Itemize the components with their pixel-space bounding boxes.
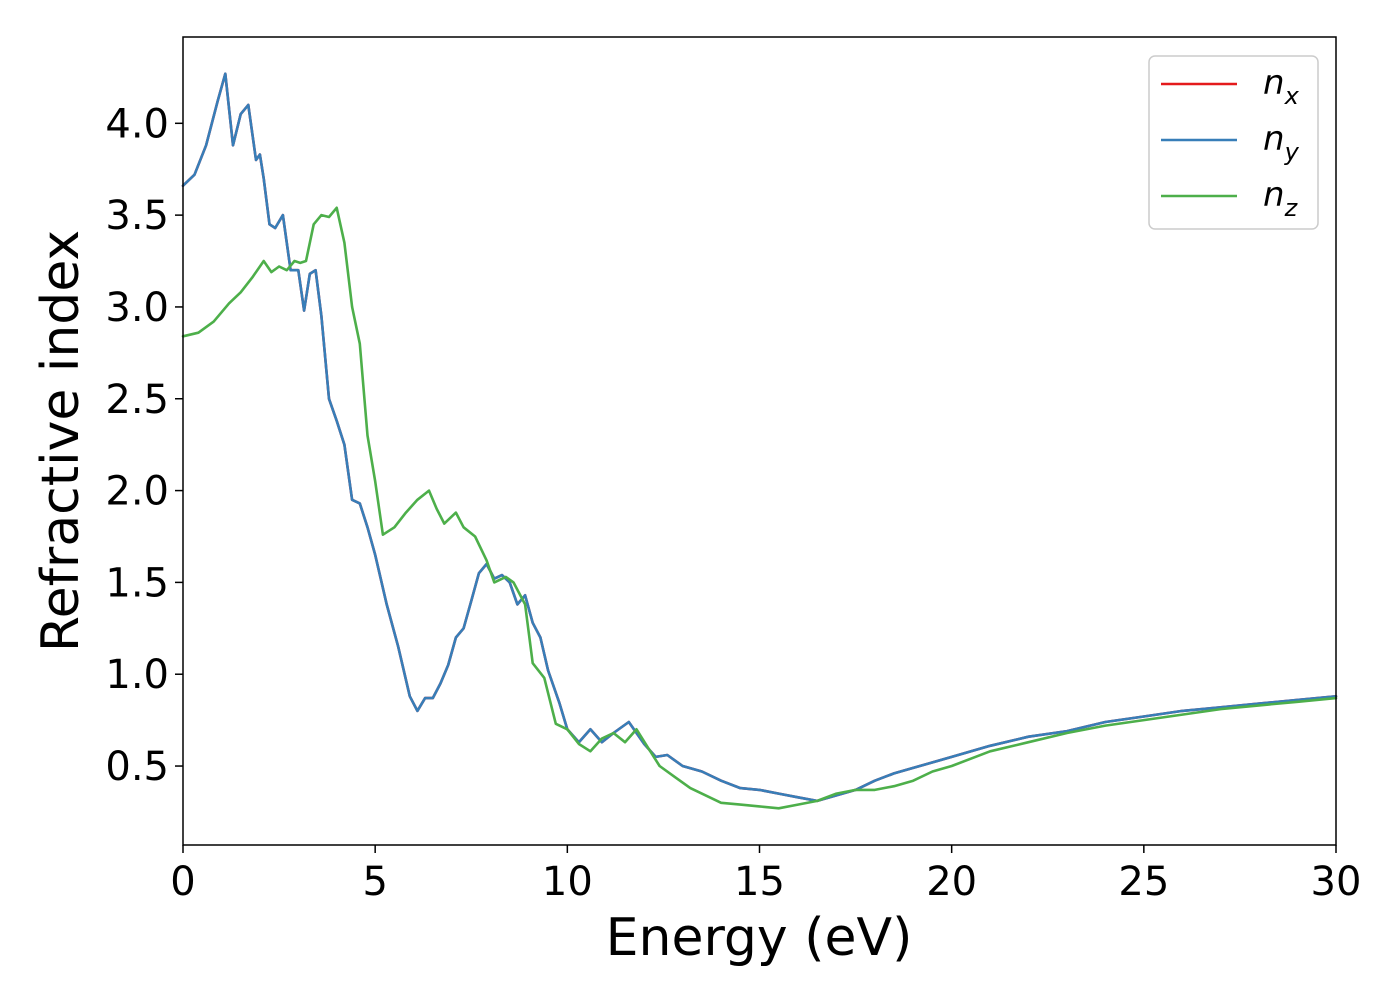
y-tick-label: 1.0	[105, 652, 169, 698]
plot-series-group	[181, 72, 1338, 810]
y-tick-label: 3.0	[105, 285, 169, 331]
legend-label-n-y: ny	[1263, 119, 1300, 166]
y-tick-label: 4.0	[105, 101, 169, 147]
x-axis: 0 5 10 15 20 25 30	[170, 845, 1361, 905]
x-tick-label: 10	[542, 859, 593, 905]
y-axis-label: Refractive index	[31, 230, 91, 652]
y-tick-label: 0.5	[105, 744, 169, 790]
legend-label-n-z: nz	[1263, 175, 1299, 222]
y-tick-label: 2.0	[105, 469, 169, 515]
series-line-n-y	[181, 72, 1338, 803]
y-tick-label: 1.5	[105, 560, 169, 606]
legend-label-n-x: nx	[1263, 63, 1300, 110]
x-tick-label: 0	[170, 859, 195, 905]
x-tick-label: 30	[1311, 859, 1362, 905]
x-axis-label: Energy (eV)	[606, 908, 913, 968]
x-tick-label: 5	[362, 859, 387, 905]
legend: nx ny nz	[1148, 55, 1319, 230]
x-tick-label: 25	[1118, 859, 1169, 905]
x-tick-label: 20	[926, 859, 977, 905]
x-tick-label: 15	[734, 859, 785, 905]
legend-frame	[1148, 55, 1319, 230]
y-tick-label: 2.5	[105, 377, 169, 423]
series-line-n-z	[181, 206, 1338, 810]
y-tick-label: 3.5	[105, 193, 169, 239]
y-axis: 0.5 1.0 1.5 2.0 2.5 3.0 3.5 4.0	[105, 101, 183, 790]
